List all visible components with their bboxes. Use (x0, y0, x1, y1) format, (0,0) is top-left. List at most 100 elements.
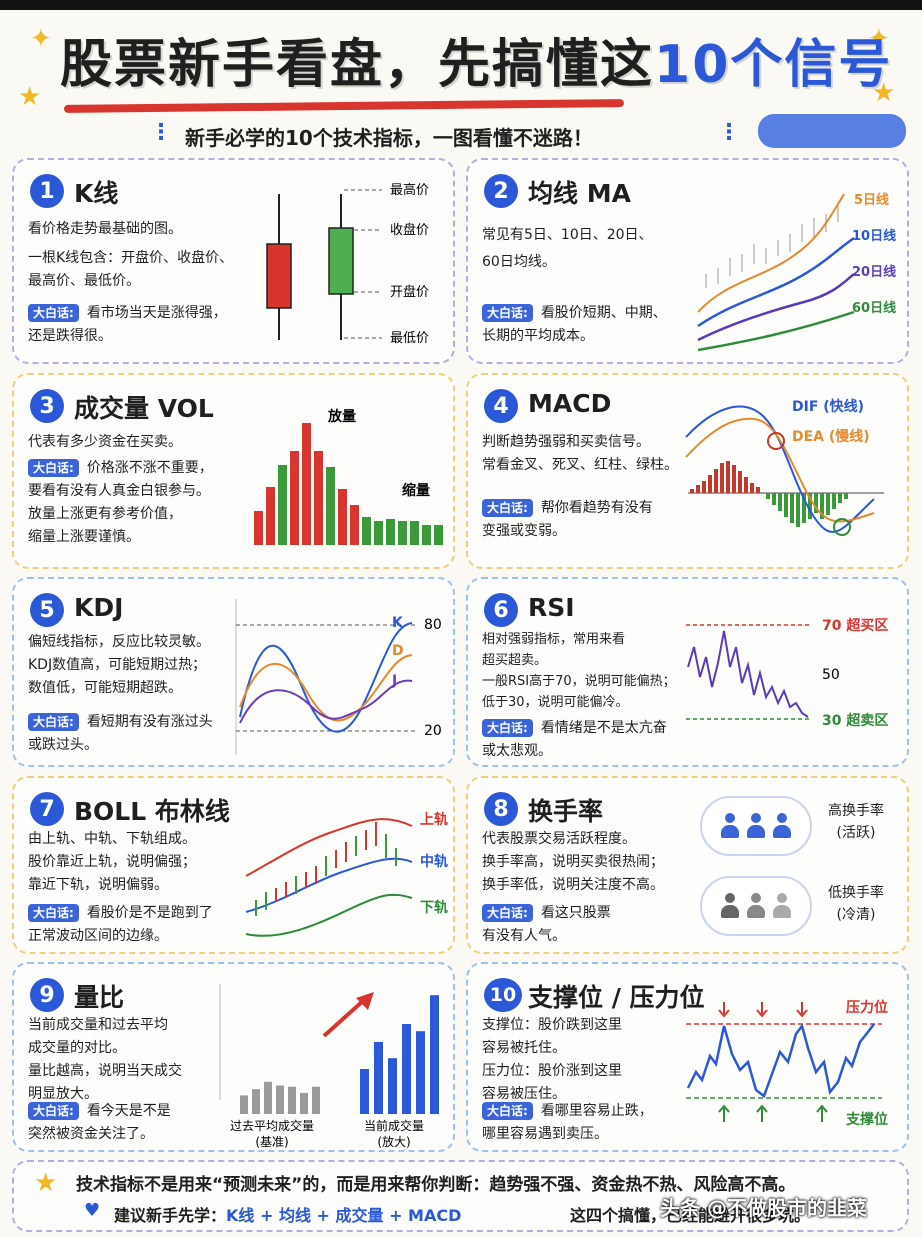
avg-volume-bar (300, 1092, 308, 1114)
low-turnover-label: 低换手率 (冷清) (828, 885, 884, 923)
watermark: 头条 @不做股市的韭菜 (660, 1196, 867, 1220)
card-description: 代表有多少资金在买卖。 (28, 434, 182, 450)
current-volume-bar (388, 1058, 397, 1114)
sparkle-icon: ✦ (868, 24, 890, 54)
heart-icon: ♥ (84, 1200, 101, 1221)
label-avg-volume-note: (基准) (255, 1135, 288, 1148)
label-high-volume: 放量 (327, 408, 356, 425)
low-turnover-icon (700, 876, 812, 936)
legend-ma60: 60日线 (852, 300, 896, 316)
card-description: 看价格走势最基础的图。 一根K线包含：开盘价、收盘价、 最高价、最低价。 (28, 221, 234, 289)
volume-bar (314, 451, 323, 545)
card-number: 1 (30, 174, 64, 208)
volume-ratio-chart: 过去平均成交量 (基准) 当前成交量 (放大) (219, 984, 439, 1148)
legend-k: K (392, 615, 404, 631)
candlestick-diagram: 最高价 收盘价 开盘价 最低价 (266, 182, 429, 346)
current-volume-bar (374, 1042, 383, 1114)
card-tip: 大白话: 价格涨不涨不重要， 要看有没有人真金白银参与。 放量上涨更有参考价值， … (28, 459, 213, 545)
card-boll: 7 BOLL 布林线 由上轨、中轨、下轨组成。 股价靠近上轨，说明偏强； 靠近下… (12, 776, 455, 954)
volume-chart: 放量 缩量 (254, 408, 443, 545)
card-title: 量比 (74, 983, 125, 1012)
card-ma: 2 均线 MA 常见有5日、10日、20日、 60日均线。 大白话: 看股价短期、… (466, 158, 909, 364)
card-description: 支撑位：股价跌到这里 容易被托住。 压力位：股价涨到这里 容易被压住。 (482, 1017, 622, 1102)
volume-bar (266, 487, 275, 545)
volume-bar (326, 467, 335, 545)
card-title: MACD (528, 389, 612, 418)
volume-bar (302, 423, 311, 545)
star-icon: ★ (872, 78, 896, 108)
avg-volume-bar (264, 1081, 272, 1114)
card-tip: 大白话: 帮你看趋势有没有 变强或变弱。 (482, 499, 653, 539)
subtitle-pill (758, 114, 906, 148)
label-close: 收盘价 (390, 222, 429, 238)
star-icon: ★ (34, 1168, 58, 1198)
current-volume-bar (402, 1024, 411, 1114)
label-open: 开盘价 (390, 284, 429, 300)
card-tip: 大白话: 看股价是不是跑到了 正常波动区间的边缘。 (28, 904, 213, 944)
card-rsi: 6 RSI 相对强弱指标，常用来看 超买超卖。 一般RSI高于70，说明可能偏热… (466, 577, 909, 767)
card-description: 偏短线指标，反应比较灵敏。 KDJ数值高，可能短期过热； 数值低，可能短期超跌。 (28, 634, 210, 696)
legend-dea: DEA (慢线) (792, 428, 870, 445)
volume-bar (362, 517, 371, 545)
legend-ma5: 5日线 (854, 192, 889, 208)
support-resistance-chart: 压力位 支撑位 (686, 999, 888, 1128)
macd-chart: DIF (快线) DEA (慢线) (685, 398, 884, 536)
card-title: RSI (528, 593, 575, 622)
top-bar (0, 0, 922, 10)
label-lower: 下轨 (420, 899, 448, 916)
boll-chart: 上轨 中轨 下轨 (245, 811, 448, 937)
volume-bar (398, 521, 407, 545)
label-support: 支撑位 (845, 1111, 888, 1128)
footer-suggestion: 建议新手先学：K线 + 均线 + 成交量 + MACD (114, 1206, 462, 1225)
card-description: 代表股票交易活跃程度。 换手率高，说明买卖很热闹； 换手率低，说明关注度不高。 (482, 831, 664, 893)
card-number: 7 (30, 792, 64, 826)
volume-bar (338, 489, 347, 545)
sparkle-icon: ✦ (30, 24, 52, 54)
card-description: 判断趋势强弱和买卖信号。 常看金叉、死叉、红柱、绿柱。 (482, 434, 678, 473)
page-subtitle: 新手必学的10个技术指标，一图看懂不迷路！ (185, 126, 593, 150)
high-turnover-icon (700, 796, 812, 856)
avg-volume-bar (312, 1086, 320, 1114)
subtitle-marks-right-icon: ⋮ (718, 120, 740, 145)
card-description: 由上轨、中轨、下轨组成。 股价靠近上轨，说明偏强； 靠近下轨，说明偏弱。 (28, 831, 196, 893)
card-tip: 大白话: 看这只股票 有没有人气。 (482, 904, 611, 944)
card-title: KDJ (74, 593, 124, 622)
legend-d: D (392, 643, 404, 659)
volume-bar (278, 465, 287, 545)
label-oversold: 30 超卖区 (822, 712, 888, 729)
card-number: 5 (30, 593, 64, 627)
card-title: 支撑位 / 压力位 (528, 983, 705, 1012)
footer-suggestion-end: 这四个搞懂，已经能避开很多坑。 (570, 1206, 811, 1225)
card-description: 当前成交量和过去平均 成交量的对比。 量比越高，说明当天成交 明显放大。 (28, 1017, 182, 1102)
avg-volume-bar (288, 1086, 296, 1114)
legend-dif: DIF (快线) (792, 398, 864, 415)
card-description: 相对强弱指标，常用来看 超买超卖。 一般RSI高于70，说明可能偏热； 低于30… (482, 632, 676, 710)
card-title: K线 (74, 179, 119, 208)
card-number: 2 (484, 174, 518, 208)
volume-bar (434, 525, 443, 545)
card-tip: 大白话: 看今天是不是 突然被资金关注了。 (28, 1102, 171, 1142)
card-number: 6 (484, 593, 518, 627)
label-low: 最低价 (390, 331, 429, 346)
avg-volume-bar (240, 1095, 248, 1114)
label-upper: 上轨 (420, 811, 448, 828)
label-high: 最高价 (390, 182, 429, 198)
card-volume: 3 成交量 VOL 代表有多少资金在买卖。 大白话: 价格涨不涨不重要， 要看有没… (12, 373, 455, 569)
ma-chart: 5日线 10日线 20日线 60日线 (697, 192, 896, 352)
current-volume-bar (430, 995, 439, 1114)
footer-card: ★ 技术指标不是用来“预测未来”的，而是用来帮你判断：趋势强不强、资金热不热、风… (12, 1160, 909, 1232)
volume-bar (386, 519, 395, 545)
legend-j: J (391, 673, 397, 689)
label-overbought: 70 超买区 (822, 617, 888, 634)
subtitle-marks-left-icon: ⋮ (150, 120, 172, 145)
card-title: 均线 MA (528, 179, 631, 208)
star-icon: ★ (18, 82, 42, 112)
label-current-volume: 当前成交量 (364, 1118, 424, 1133)
label-current-volume-note: (放大) (377, 1134, 410, 1148)
current-volume-bar (416, 1031, 425, 1114)
volume-bar (290, 451, 299, 545)
current-volume-bar (360, 1069, 369, 1114)
card-description: 常见有5日、10日、20日、 60日均线。 (482, 227, 653, 270)
footer-note: 技术指标不是用来“预测未来”的，而是用来帮你判断：趋势强不强、资金热不热、风险高… (76, 1175, 796, 1195)
card-macd: 4 MACD 判断趋势强弱和买卖信号。 常看金叉、死叉、红柱、绿柱。 大白话: 帮… (466, 373, 909, 569)
